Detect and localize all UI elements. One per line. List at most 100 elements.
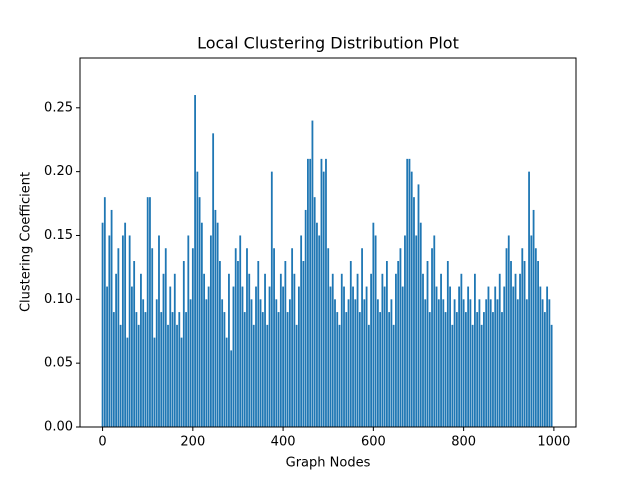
bar (336, 312, 339, 427)
bar (489, 299, 492, 427)
bar (455, 312, 458, 427)
bar (372, 222, 375, 427)
bar (474, 273, 476, 427)
bar (458, 286, 461, 427)
x-tick-label: 400 (271, 435, 296, 450)
bar (146, 197, 149, 427)
bar (214, 209, 217, 427)
bar (446, 261, 449, 427)
bar (492, 312, 494, 427)
bar (198, 197, 201, 427)
bar (397, 261, 400, 427)
bar (449, 286, 451, 427)
x-tick-label: 0 (98, 435, 106, 450)
bar (478, 299, 481, 427)
bar (243, 312, 246, 427)
bar (151, 248, 154, 427)
plot-frame (79, 57, 577, 428)
bar (207, 286, 210, 427)
bar (178, 312, 181, 427)
bar (460, 273, 463, 427)
bar (309, 158, 312, 427)
bar (388, 312, 391, 427)
x-axis-label: Graph Nodes (286, 456, 371, 471)
bar (155, 299, 158, 427)
bar (374, 235, 377, 427)
bar (440, 273, 442, 427)
bar (189, 299, 192, 427)
bar (293, 273, 296, 427)
bar (539, 286, 542, 427)
bar (343, 286, 345, 427)
bar (467, 286, 470, 427)
bar (483, 312, 485, 427)
bar (185, 312, 187, 427)
bar (225, 337, 228, 427)
bar (239, 235, 242, 427)
bar (182, 261, 185, 427)
bar (367, 324, 370, 427)
bar (121, 235, 124, 427)
bar (444, 312, 447, 427)
y-tick-label: 0.10 (44, 292, 73, 307)
bar (300, 235, 303, 427)
bar (435, 286, 438, 427)
bar (261, 312, 264, 427)
bar (406, 158, 409, 427)
bar (270, 171, 273, 427)
bar (124, 222, 127, 427)
bar (453, 299, 456, 427)
bar (401, 286, 404, 427)
bar (291, 248, 294, 427)
bar (356, 273, 359, 427)
bar (379, 312, 382, 427)
bar (329, 286, 332, 427)
bar (230, 350, 233, 427)
bar (390, 299, 393, 427)
bar (476, 312, 479, 427)
bar (142, 299, 145, 427)
bar (250, 299, 253, 427)
bar (237, 261, 239, 427)
bar (523, 261, 526, 427)
bar (487, 286, 490, 427)
bar (153, 337, 156, 427)
bar (548, 299, 551, 427)
bar (410, 171, 413, 427)
bar (519, 273, 521, 427)
x-tick-label: 1000 (537, 435, 570, 450)
y-axis-label: Clustering Coefficient (19, 172, 34, 312)
bar (103, 197, 106, 427)
bar (494, 286, 497, 427)
bar (498, 273, 501, 427)
bar (383, 286, 386, 427)
bar (209, 235, 212, 427)
bar (196, 171, 199, 427)
bar (295, 324, 298, 427)
bar (417, 184, 420, 427)
bar (297, 286, 300, 427)
bar (512, 286, 515, 427)
bar (106, 286, 108, 427)
bar (501, 312, 503, 427)
bar (516, 299, 519, 427)
bar (255, 286, 257, 427)
bar (464, 312, 467, 427)
bar (415, 235, 418, 427)
bar (349, 261, 352, 427)
bar (219, 261, 221, 427)
bar (277, 312, 280, 427)
bar (203, 273, 206, 427)
bar (126, 337, 129, 427)
bar (173, 273, 176, 427)
bar (266, 324, 269, 427)
bar (385, 261, 388, 427)
bar (162, 273, 165, 427)
bar (327, 248, 330, 427)
bar (318, 235, 321, 427)
bar (422, 273, 424, 427)
x-tick-label: 600 (361, 435, 386, 450)
bar (514, 273, 517, 427)
bar (325, 158, 327, 427)
